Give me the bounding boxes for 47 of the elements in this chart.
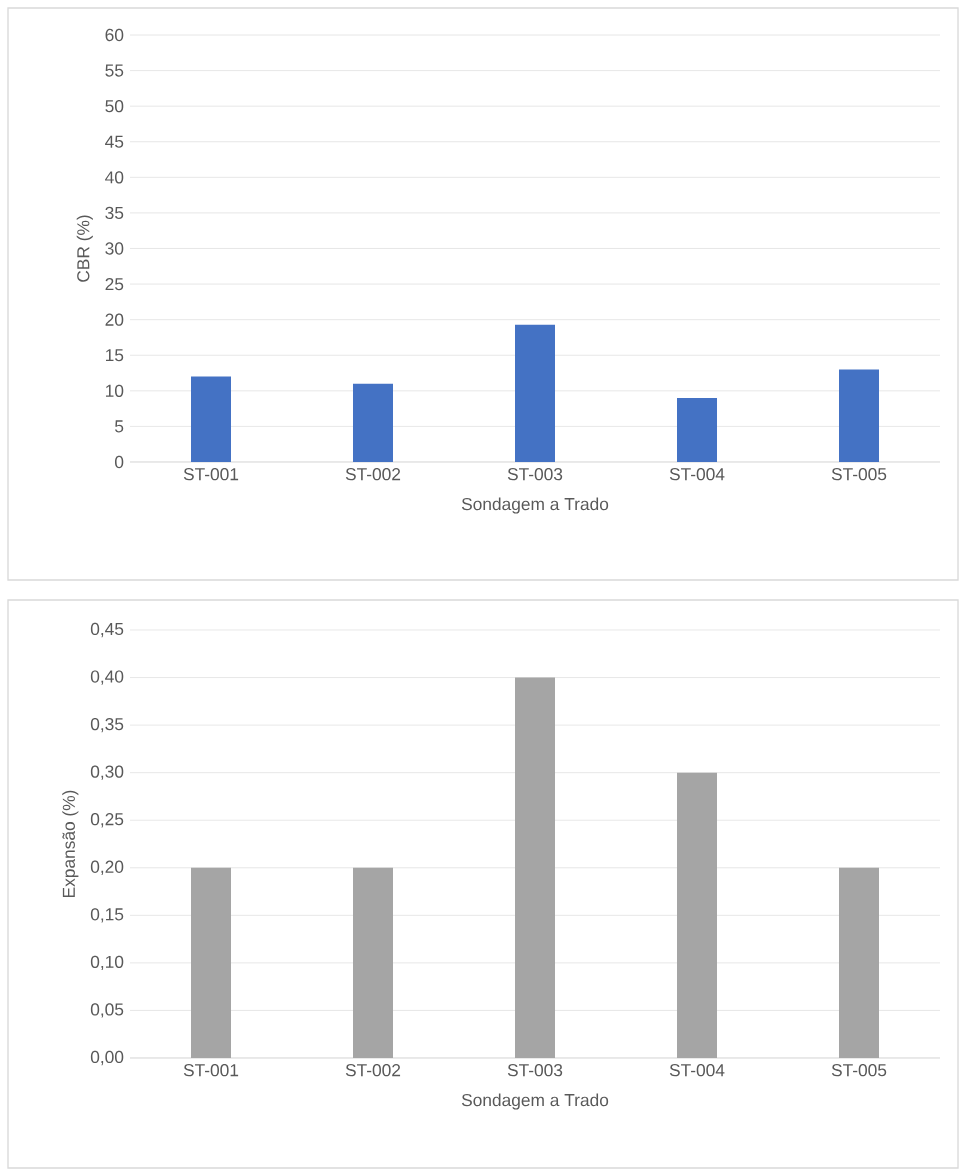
x-tick-label: ST-004 [669, 1064, 725, 1077]
y-tick-label: 0,45 [90, 622, 124, 638]
bar [515, 677, 555, 1058]
y-tick-label: 10 [105, 384, 124, 397]
y-tick-label: 0,20 [90, 860, 124, 875]
x-tick-label: ST-002 [345, 468, 401, 481]
y-tick-label: 55 [105, 64, 124, 77]
y-tick-label: 0,05 [90, 1003, 124, 1018]
y-tick-label: 60 [105, 28, 124, 42]
y-tick-label: 0,40 [90, 670, 124, 685]
y-tick-label: 35 [105, 206, 124, 220]
y-tick-label: 25 [105, 277, 124, 291]
y-tick-label: 0,25 [90, 813, 124, 828]
y-tick-label: 0,00 [90, 1050, 124, 1066]
bar [839, 867, 879, 1058]
bar [353, 383, 393, 462]
x-tick-label: ST-002 [345, 1064, 401, 1077]
y-tick-label: 0,35 [90, 717, 124, 733]
bar [515, 324, 555, 462]
y-tick-label: 0,30 [90, 765, 124, 780]
y-tick-label: 40 [105, 171, 124, 184]
x-tick-label: ST-005 [831, 1064, 887, 1077]
x-tick-label: ST-003 [507, 468, 563, 481]
bar [191, 867, 231, 1058]
y-tick-label: 20 [105, 313, 124, 326]
y-tick-label: 50 [105, 100, 124, 113]
y-tick-label: 15 [105, 349, 124, 362]
bar [677, 397, 717, 462]
y-tick-label: 5 [115, 420, 124, 433]
x-axis-title: Sondagem a Trado [461, 1093, 609, 1110]
bar [191, 376, 231, 462]
bar [839, 369, 879, 462]
y-tick-label: 0,15 [90, 908, 124, 923]
bar [353, 867, 393, 1058]
y-tick-label: 45 [105, 135, 124, 148]
x-tick-label: ST-005 [831, 468, 887, 481]
y-axis-title: CBR (%) [76, 215, 93, 282]
x-tick-label: ST-003 [507, 1064, 563, 1077]
y-tick-label: 0 [114, 455, 124, 469]
bar [677, 772, 717, 1058]
y-axis-title: Expansão (%) [62, 790, 79, 898]
x-axis-title: Sondagem a Trado [461, 497, 609, 514]
y-tick-label: 30 [105, 242, 124, 255]
x-tick-label: ST-001 [183, 468, 239, 481]
y-tick-label: 0,10 [90, 955, 124, 971]
x-tick-label: ST-001 [183, 1064, 239, 1077]
x-tick-label: ST-004 [669, 468, 725, 481]
